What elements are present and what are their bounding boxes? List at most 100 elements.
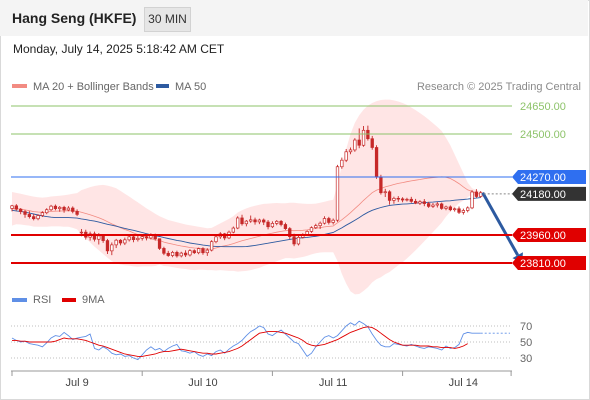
candle-body-up [470,191,474,209]
header-bar: Hang Seng (HKFE) 30 MIN [0,0,588,36]
candle [136,235,140,242]
x-axis: Jul 9 Jul 10 Jul 11 Jul 14 [11,371,512,389]
level-tag-24180.00 [512,186,586,201]
candle [175,250,179,258]
candle [335,164,340,222]
candle-body-up [136,237,140,240]
candle-body-up [348,149,353,153]
candle [127,235,131,242]
level-tag-23960.00 [512,227,586,242]
candle-body-down [157,238,162,249]
candle-body-up [40,212,45,216]
level-label-23960.00: 23960.00 [520,230,566,242]
candle-body-up [58,206,62,209]
rsi-line [11,320,481,361]
candle-body-down [387,191,392,201]
candle-body-down [19,208,23,212]
candle-body-down [457,208,461,213]
candle [409,196,413,203]
candle [123,237,127,246]
candle [140,235,144,241]
candle [14,204,18,211]
x-tick-label: Jul 11 [319,377,348,389]
candle-body-down [131,236,136,240]
candle [387,190,392,205]
candle [231,226,235,234]
candle-body-down [426,203,431,207]
candle-body-down [175,252,179,257]
candle-body-down [14,205,18,210]
candle-body-down [183,252,188,256]
candle-body-up [444,206,448,209]
candle-body-up [405,198,409,201]
candle [201,247,205,255]
candle [453,207,457,212]
rsi-plot: 70 50 30 [11,320,532,365]
candle-body-down [283,224,288,229]
candle [331,218,335,225]
candle-body-up [314,225,318,229]
candle-body-up [322,218,327,224]
rsi-tick-label: 50 [520,337,532,349]
candle [262,218,266,226]
candle [340,157,344,169]
candle-body-down [101,235,105,241]
candle [75,209,79,217]
candle-body-down [27,214,32,217]
interval-button[interactable]: 30 MIN [144,7,191,32]
forecast-arrow-shaft [481,191,520,256]
candle [92,231,97,242]
candle [413,198,418,205]
rsi-tick-label: 30 [520,353,532,365]
legend-swatch-ma50 [156,84,169,88]
candle-body-up [383,191,387,194]
level-label-24180.00: 24180.00 [520,189,566,201]
candle-body-down [474,191,479,197]
candle-body-down [192,250,196,254]
candle-body-up [214,236,218,243]
rsi-tick-label: 70 [520,321,532,333]
bollinger-band [12,99,481,295]
candle [71,206,75,214]
candle [374,145,379,179]
candle [45,208,49,215]
candle [196,247,201,255]
candle-body-down [92,233,97,240]
candle [400,197,405,203]
candle-body-up [209,241,214,251]
candle-body-down [53,205,58,209]
candle-body-up [453,208,457,211]
candle-body-down [400,198,405,201]
legend-label-ma50: MA 50 [175,81,206,93]
candle [461,208,466,215]
candle-body-up [123,239,127,244]
candle-body-up [331,219,335,223]
candle-body-up [49,205,53,211]
candle [370,135,374,150]
candle [10,204,14,212]
candle-body-down [422,201,426,204]
candle-body-up [249,219,253,222]
candle-body-down [370,138,374,148]
candle-body-up [127,236,131,241]
candle [422,199,426,207]
candle-body-up [296,237,301,245]
level-label-24650.00: 24650.00 [520,101,566,113]
candle [283,222,288,230]
candle [58,205,62,212]
candle-body-down [75,211,79,215]
candle-body-down [253,219,257,223]
candle [418,200,422,206]
candle-body-up [79,231,84,234]
candle-body-down [105,240,110,252]
candle [348,147,353,155]
legend-label-9ma: 9MA [82,294,105,306]
candle-body-up [244,220,249,225]
candle [279,220,283,227]
candle [209,240,214,252]
candle [249,215,253,223]
candle-body-up [418,201,422,204]
credit-text: Research © 2025 Trading Central [417,81,581,93]
candle-body-up [479,192,483,197]
